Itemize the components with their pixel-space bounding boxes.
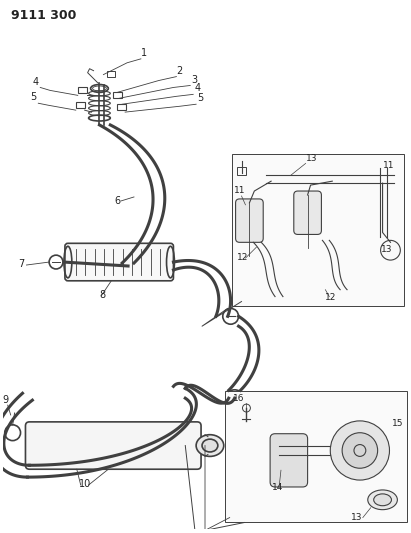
Bar (117, 104, 126, 110)
Bar (107, 71, 115, 77)
Ellipse shape (368, 490, 397, 510)
FancyBboxPatch shape (236, 199, 263, 243)
Bar (113, 92, 122, 98)
Text: 12: 12 (326, 293, 337, 302)
FancyBboxPatch shape (25, 422, 201, 469)
Text: 4: 4 (32, 77, 39, 87)
Text: 12: 12 (237, 253, 248, 262)
Text: 5: 5 (197, 93, 203, 103)
Bar (232, 154, 404, 306)
Text: 9111 300: 9111 300 (11, 10, 76, 22)
Text: 9: 9 (3, 395, 9, 405)
Text: 3: 3 (191, 75, 197, 85)
Ellipse shape (196, 435, 224, 456)
Text: 10: 10 (79, 479, 91, 489)
Bar (78, 87, 87, 93)
FancyBboxPatch shape (270, 434, 307, 487)
Text: 8: 8 (99, 289, 106, 300)
Bar (225, 391, 407, 522)
Text: 2: 2 (176, 66, 182, 76)
Bar (76, 102, 85, 108)
Circle shape (342, 433, 378, 468)
Text: 7: 7 (18, 259, 25, 269)
Text: 6: 6 (114, 196, 120, 206)
FancyBboxPatch shape (294, 191, 321, 235)
Text: 15: 15 (393, 419, 404, 428)
Text: 1: 1 (141, 48, 147, 58)
Ellipse shape (202, 439, 218, 452)
Text: 11: 11 (233, 186, 245, 195)
Text: 13: 13 (306, 155, 317, 164)
Circle shape (330, 421, 390, 480)
FancyBboxPatch shape (65, 244, 173, 281)
Ellipse shape (374, 494, 391, 506)
Text: 13: 13 (381, 245, 392, 254)
Text: 4: 4 (194, 83, 200, 93)
Bar (237, 167, 247, 175)
Text: 13: 13 (351, 513, 363, 521)
Text: 16: 16 (233, 394, 244, 403)
Text: 5: 5 (30, 92, 37, 102)
Text: 14: 14 (272, 483, 284, 492)
Text: 11: 11 (383, 161, 394, 171)
